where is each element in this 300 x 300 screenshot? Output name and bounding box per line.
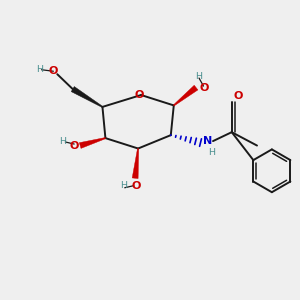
Text: N: N xyxy=(203,136,213,146)
Text: O: O xyxy=(233,91,243,101)
Text: O: O xyxy=(69,140,79,151)
Text: O: O xyxy=(135,90,144,100)
Text: H: H xyxy=(208,148,215,157)
Polygon shape xyxy=(71,86,103,107)
Text: O: O xyxy=(132,181,141,191)
Polygon shape xyxy=(79,137,106,148)
Text: O: O xyxy=(49,66,58,76)
Text: H: H xyxy=(59,137,66,146)
Text: H: H xyxy=(196,72,202,81)
Text: H: H xyxy=(36,65,43,74)
Polygon shape xyxy=(173,85,198,106)
Polygon shape xyxy=(132,148,139,178)
Text: H: H xyxy=(120,181,127,190)
Text: O: O xyxy=(199,82,208,93)
